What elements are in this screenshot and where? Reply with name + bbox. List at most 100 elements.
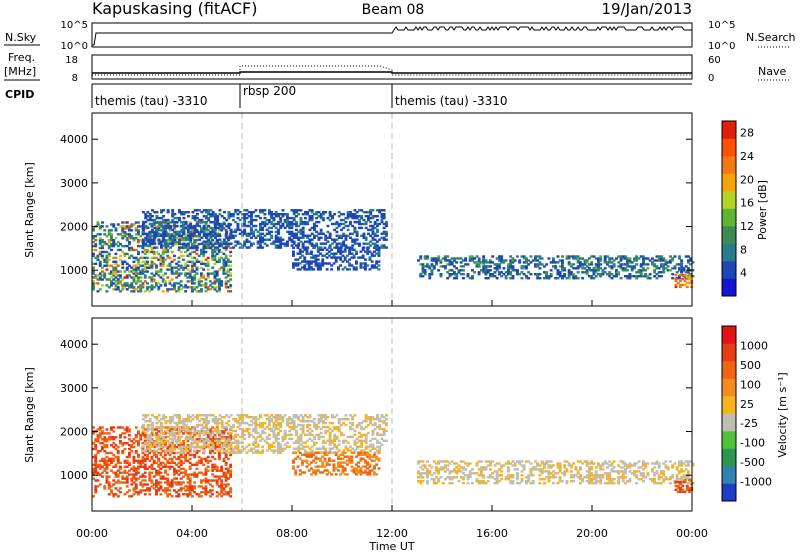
heatmap-cell bbox=[232, 451, 235, 454]
heatmap-cell bbox=[200, 218, 204, 222]
heatmap-cell bbox=[286, 220, 289, 224]
heatmap-cell bbox=[259, 435, 262, 439]
heatmap-cell bbox=[148, 242, 152, 245]
heatmap-cell bbox=[211, 234, 215, 237]
heatmap-cell bbox=[583, 263, 587, 266]
heatmap-cell bbox=[132, 465, 136, 468]
heatmap-cell bbox=[234, 429, 238, 433]
heatmap-cell bbox=[538, 277, 542, 280]
heatmap-cell bbox=[373, 455, 376, 458]
heatmap-cell bbox=[371, 228, 375, 232]
heatmap-cell bbox=[290, 238, 294, 241]
heatmap-cell bbox=[308, 423, 312, 427]
heatmap-cell bbox=[653, 271, 657, 274]
heatmap-cell bbox=[268, 230, 271, 234]
heatmap-cell bbox=[170, 457, 174, 461]
heatmap-cell bbox=[121, 231, 125, 234]
heatmap-cell bbox=[132, 288, 136, 291]
heatmap-cell bbox=[373, 421, 377, 425]
heatmap-cell bbox=[101, 278, 104, 281]
heatmap-cell bbox=[511, 269, 515, 272]
heatmap-cell bbox=[160, 425, 163, 429]
heatmap-cell bbox=[227, 483, 230, 486]
heatmap-cell bbox=[224, 254, 228, 258]
heatmap-cell bbox=[193, 475, 197, 478]
heatmap-cell bbox=[164, 244, 168, 247]
heatmap-cell bbox=[608, 257, 612, 260]
heatmap-cell bbox=[626, 265, 630, 268]
heatmap-cell bbox=[303, 260, 307, 263]
heatmap-cell bbox=[155, 250, 158, 254]
heatmap-cell bbox=[274, 425, 278, 429]
heatmap-cell bbox=[186, 272, 190, 275]
heatmap-cell bbox=[105, 432, 109, 435]
heatmap-cell bbox=[155, 432, 158, 435]
heatmap-cell bbox=[305, 461, 309, 464]
heatmap-cell bbox=[335, 425, 339, 429]
heatmap-cell bbox=[247, 240, 251, 243]
colorbar-swatch bbox=[722, 261, 736, 279]
heatmap-cell bbox=[222, 489, 226, 492]
heatmap-cell bbox=[599, 273, 603, 276]
heatmap-cell bbox=[191, 437, 195, 440]
heatmap-cell bbox=[125, 475, 129, 478]
heatmap-cell bbox=[164, 223, 167, 226]
heatmap-cell bbox=[139, 288, 143, 291]
heatmap-cell bbox=[662, 271, 666, 274]
heatmap-cell bbox=[314, 455, 318, 458]
heatmap-cell bbox=[378, 420, 382, 423]
heatmap-cell bbox=[286, 213, 289, 216]
heatmap-cell bbox=[211, 465, 215, 468]
heatmap-cell bbox=[92, 266, 95, 269]
heatmap-cell bbox=[540, 257, 544, 260]
heatmap-cell bbox=[209, 459, 212, 463]
heatmap-cell bbox=[206, 229, 210, 232]
heatmap-cell bbox=[430, 269, 434, 272]
heatmap-cell bbox=[225, 230, 229, 234]
power-colorbar-label: Power [dB] bbox=[756, 180, 769, 240]
heatmap-cell bbox=[325, 473, 329, 476]
heatmap-cell bbox=[164, 220, 168, 224]
heatmap-cell bbox=[297, 445, 301, 448]
heatmap-cell bbox=[175, 240, 179, 244]
heatmap-cell bbox=[170, 483, 174, 486]
heatmap-cell bbox=[166, 256, 170, 260]
heatmap-cell bbox=[161, 455, 165, 459]
heatmap-cell bbox=[312, 254, 316, 257]
heatmap-cell bbox=[679, 279, 682, 283]
heatmap-cell bbox=[687, 259, 690, 262]
heatmap-cell bbox=[177, 481, 181, 484]
heatmap-cell bbox=[297, 244, 301, 247]
heatmap-cell bbox=[157, 489, 161, 492]
heatmap-cell bbox=[446, 271, 450, 274]
heatmap-cell bbox=[292, 216, 296, 220]
heatmap-cell bbox=[419, 482, 423, 485]
heatmap-cell bbox=[220, 451, 224, 454]
heatmap-cell bbox=[211, 467, 215, 470]
heatmap-cell bbox=[307, 463, 311, 466]
y-tick-label: 2000 bbox=[60, 221, 88, 234]
heatmap-cell bbox=[114, 266, 118, 269]
heatmap-cell bbox=[151, 222, 154, 226]
heatmap-cell bbox=[272, 433, 276, 437]
heatmap-cell bbox=[364, 414, 368, 417]
heatmap-cell bbox=[310, 244, 314, 247]
heatmap-cell bbox=[234, 209, 238, 212]
colorbar-tick-label: 20 bbox=[740, 173, 754, 186]
heatmap-cell bbox=[98, 465, 102, 468]
heatmap-cell bbox=[220, 442, 224, 445]
heatmap-cell bbox=[177, 493, 181, 496]
heatmap-cell bbox=[130, 290, 134, 293]
heatmap-cell bbox=[162, 236, 166, 239]
heatmap-cell bbox=[319, 459, 322, 462]
heatmap-cell bbox=[484, 277, 488, 280]
heatmap-cell bbox=[134, 272, 138, 275]
heatmap-cell bbox=[179, 471, 183, 474]
heatmap-cell bbox=[633, 259, 636, 262]
heatmap-cell bbox=[107, 487, 111, 490]
heatmap-cell bbox=[188, 286, 192, 289]
heatmap-cell bbox=[312, 256, 316, 259]
heatmap-cell bbox=[215, 239, 219, 242]
heatmap-cell bbox=[177, 465, 181, 468]
